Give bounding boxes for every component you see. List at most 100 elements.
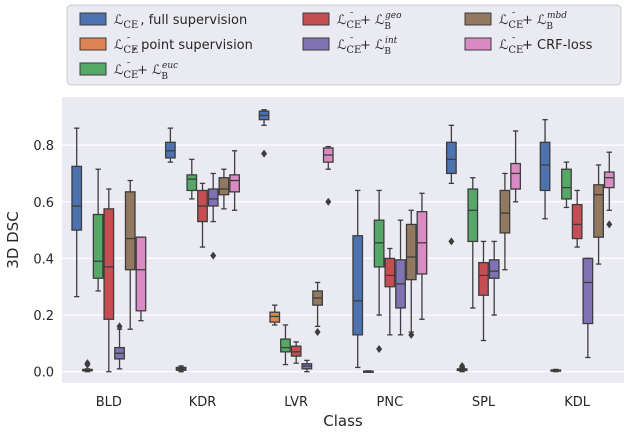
box-spl-series-3 bbox=[478, 240, 489, 342]
legend-swatch bbox=[79, 37, 107, 51]
box-bld-series-0 bbox=[71, 127, 83, 298]
box-bld-series-6 bbox=[135, 236, 147, 322]
legend-label: ℒCE, full supervision bbox=[114, 13, 247, 31]
outlier-point bbox=[210, 251, 217, 260]
box-iqr bbox=[207, 188, 219, 207]
legend-item: ℒCE˜ + ℒBgeo bbox=[302, 11, 402, 32]
box-spl-series-2 bbox=[467, 177, 479, 309]
x-tick-label: SPL bbox=[472, 395, 496, 410]
box-lvr-series-4 bbox=[301, 359, 313, 373]
box-kdl-series-4 bbox=[582, 257, 594, 359]
box-kdl-series-5 bbox=[593, 164, 604, 265]
box-bld-series-5 bbox=[124, 179, 136, 330]
x-axis-ticks: BLD KDR LVR PNC SPL KDL bbox=[96, 395, 591, 410]
x-tick-label: PNC bbox=[377, 395, 404, 410]
outlier-point bbox=[325, 197, 332, 206]
box-kdr-series-2 bbox=[186, 158, 198, 200]
box-iqr bbox=[269, 311, 281, 323]
box-kdl-series-3 bbox=[571, 189, 583, 248]
box-iqr bbox=[467, 188, 479, 243]
box-lvr-series-3 bbox=[290, 341, 302, 364]
box-kdl-series-0 bbox=[539, 119, 551, 220]
legend-item: ℒCE˜ + CRF-loss bbox=[464, 36, 593, 56]
box-iqr bbox=[603, 171, 615, 189]
legend-label: ℒCE˜ + ℒBmbd bbox=[499, 11, 567, 32]
box-bld-series-3 bbox=[103, 188, 115, 373]
box-iqr bbox=[499, 189, 511, 234]
legend-item: ℒCE, full supervision bbox=[79, 12, 247, 31]
box-iqr bbox=[103, 208, 115, 320]
y-tick-label: 0.2 bbox=[33, 309, 54, 324]
legend-item: ℒCE˜, point supervision bbox=[79, 36, 253, 56]
x-tick-label: KDL bbox=[564, 395, 591, 410]
legend-swatch bbox=[302, 37, 330, 51]
outlier-point bbox=[606, 220, 613, 229]
box-iqr bbox=[582, 257, 594, 325]
legend-swatch bbox=[302, 12, 330, 26]
legend: ℒCE, full supervision ℒCE˜, point supervi… bbox=[66, 4, 622, 86]
outlier-point bbox=[84, 359, 91, 368]
y-tick-label: 0.0 bbox=[33, 366, 54, 381]
legend-swatch bbox=[464, 12, 492, 26]
box-iqr bbox=[539, 141, 551, 192]
box-kdl-series-1 bbox=[550, 368, 562, 373]
x-tick-label: BLD bbox=[96, 395, 122, 410]
x-tick-label: KDR bbox=[189, 395, 217, 410]
legend-item: ℒCE˜ + ℒBeuc bbox=[79, 61, 178, 82]
box-pnc-series-2 bbox=[373, 189, 385, 354]
box-iqr bbox=[92, 213, 104, 279]
box-kdr-series-3 bbox=[197, 182, 208, 248]
box-pnc-series-4 bbox=[395, 219, 406, 336]
box-iqr bbox=[445, 141, 457, 175]
outlier-point bbox=[459, 362, 466, 371]
box-lvr-series-2 bbox=[280, 324, 291, 366]
box-lvr-series-6 bbox=[322, 145, 334, 206]
box-iqr bbox=[593, 184, 604, 238]
box-iqr bbox=[186, 174, 198, 192]
box-iqr bbox=[352, 235, 364, 336]
box-pnc-series-0 bbox=[352, 189, 364, 369]
outlier-point bbox=[408, 330, 415, 339]
box-iqr bbox=[280, 338, 291, 353]
legend-label: ℒCE˜ + ℒBint bbox=[337, 36, 398, 57]
box-kdr-series-6 bbox=[229, 150, 241, 211]
box-lvr-series-1 bbox=[269, 304, 281, 326]
box-spl-series-5 bbox=[499, 172, 511, 271]
outlier-point bbox=[376, 345, 383, 354]
legend-item: ℒCE˜ + ℒBmbd bbox=[464, 11, 567, 32]
box-bld-series-2 bbox=[92, 168, 104, 292]
box-bld-series-1 bbox=[82, 359, 93, 373]
box-iqr bbox=[405, 223, 417, 281]
box-kdr-series-1 bbox=[175, 364, 187, 373]
box-iqr bbox=[488, 259, 500, 279]
box-spl-series-4 bbox=[488, 240, 500, 316]
legend-label: ℒCE˜ + CRF-loss bbox=[499, 36, 593, 56]
box-iqr bbox=[384, 257, 396, 288]
y-axis-label: 3D DSC bbox=[4, 211, 22, 268]
box-kdl-series-6 bbox=[603, 151, 615, 229]
y-tick-label: 0.4 bbox=[33, 252, 54, 267]
x-axis-label: Class bbox=[323, 412, 363, 430]
outlier-point bbox=[314, 328, 321, 337]
x-tick-label: LVR bbox=[284, 395, 308, 410]
outlier-point bbox=[178, 364, 185, 373]
legend-swatch bbox=[79, 62, 107, 76]
outlier-point bbox=[261, 149, 268, 158]
box-kdr-series-4 bbox=[207, 172, 219, 260]
box-spl-series-6 bbox=[510, 130, 522, 203]
box-iqr bbox=[218, 177, 230, 196]
box-iqr bbox=[290, 345, 302, 357]
legend-label: ℒCE˜ + ℒBeuc bbox=[114, 61, 178, 82]
legend-label: ℒCE˜ + ℒBgeo bbox=[337, 11, 402, 32]
box-iqr bbox=[478, 262, 489, 296]
box-kdl-series-2 bbox=[561, 161, 572, 209]
box-iqr bbox=[571, 203, 583, 240]
box-iqr bbox=[164, 141, 176, 159]
box-iqr bbox=[510, 162, 522, 190]
box-kdr-series-0 bbox=[164, 127, 176, 163]
outlier-point bbox=[116, 322, 123, 331]
legend-label: ℒCE˜, point supervision bbox=[114, 36, 253, 56]
box-lvr-series-5 bbox=[312, 281, 323, 337]
box-spl-series-1 bbox=[456, 362, 468, 373]
